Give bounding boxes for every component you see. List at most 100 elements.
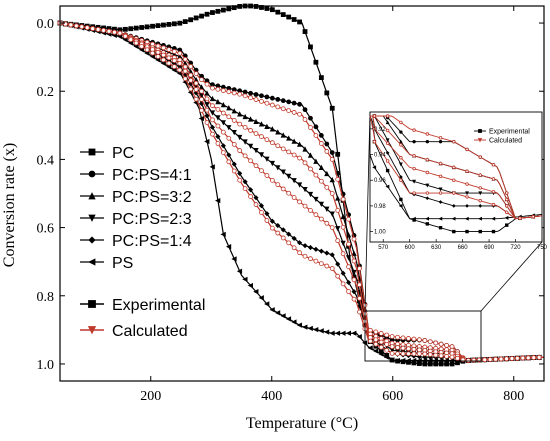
data-point — [155, 43, 161, 49]
data-point — [367, 338, 373, 344]
data-point — [285, 316, 292, 322]
data-point — [171, 58, 177, 63]
data-point — [237, 148, 243, 153]
inset-data-point — [385, 159, 390, 163]
data-point — [225, 244, 232, 250]
data-point — [231, 256, 237, 262]
data-point — [193, 87, 199, 92]
x-axis-title: Temperature (°C) — [246, 415, 358, 432]
inset-data-point — [399, 197, 403, 202]
inset-data-point — [412, 139, 416, 144]
inset-data-point — [385, 114, 390, 118]
data-point — [269, 160, 276, 167]
data-point — [275, 165, 281, 171]
inset-data-point — [478, 204, 483, 208]
data-point — [248, 194, 253, 199]
inset-data-point — [385, 184, 390, 189]
data-point — [432, 357, 439, 364]
data-point — [389, 350, 395, 356]
data-point — [302, 107, 308, 113]
data-point — [411, 351, 417, 357]
inset-data-point — [452, 229, 456, 234]
data-point — [275, 129, 281, 135]
data-point — [400, 345, 406, 351]
inset-data-point — [425, 139, 430, 144]
data-point — [313, 172, 319, 178]
x-tick-label: 800 — [503, 389, 524, 404]
inset-data-point — [438, 161, 443, 166]
data-point — [313, 326, 319, 333]
data-point — [465, 358, 471, 363]
data-point — [308, 208, 313, 213]
inset-data-point — [505, 204, 509, 208]
data-point — [220, 7, 226, 13]
data-point — [226, 135, 232, 141]
inset-data-point — [399, 156, 403, 160]
data-point — [166, 22, 172, 27]
inset-data-point — [425, 183, 430, 188]
data-point — [324, 141, 330, 147]
legend-style-marker — [87, 326, 97, 335]
data-point — [204, 96, 210, 102]
data-point — [346, 289, 351, 294]
data-point — [95, 27, 101, 32]
data-point — [291, 319, 297, 325]
data-point — [384, 341, 390, 347]
inset-series-line — [369, 115, 543, 233]
inset-data-point — [398, 203, 403, 208]
data-point — [269, 7, 275, 13]
data-point — [231, 161, 237, 167]
inset-data-point — [478, 191, 483, 196]
data-point — [275, 104, 281, 110]
data-point — [346, 241, 351, 247]
inset-data-point — [491, 190, 496, 194]
inset-series — [369, 113, 543, 234]
data-point — [237, 91, 243, 97]
data-point — [313, 212, 319, 218]
inset-data-point — [452, 178, 456, 182]
data-point — [296, 322, 302, 328]
data-point — [280, 227, 286, 233]
data-point — [493, 356, 499, 362]
data-point — [297, 111, 302, 117]
data-point — [324, 90, 330, 96]
inset-data-point — [505, 223, 509, 227]
data-point — [160, 60, 166, 66]
inset-data-point — [465, 182, 469, 186]
inset-data-point — [452, 139, 456, 144]
data-point — [411, 346, 417, 352]
data-point — [264, 173, 270, 178]
data-point — [253, 195, 259, 201]
data-point — [291, 152, 297, 158]
data-point — [182, 68, 188, 74]
data-point — [264, 211, 270, 217]
y-tick-label: 0.2 — [37, 85, 55, 100]
data-point — [127, 40, 134, 46]
data-point — [378, 331, 384, 336]
data-point — [133, 40, 139, 46]
data-point — [422, 338, 428, 343]
data-point — [269, 102, 275, 108]
data-point — [318, 261, 324, 266]
data-point — [133, 43, 139, 50]
data-point — [199, 97, 204, 102]
data-point — [204, 113, 210, 119]
inset-data-point — [478, 216, 482, 221]
inset-data-point — [491, 163, 496, 167]
data-point — [340, 251, 346, 257]
data-point — [226, 152, 232, 158]
data-point — [302, 117, 308, 122]
inset-y-axis-ticks: 0.92 0.94 0.96 0.98 1.00 — [370, 127, 386, 236]
data-point — [411, 336, 417, 342]
y-tick-label: 0.6 — [37, 222, 55, 237]
inset-data-point — [412, 179, 417, 184]
data-point — [193, 96, 199, 102]
data-point — [264, 6, 270, 11]
data-point — [318, 201, 325, 208]
inset-data-point — [438, 216, 443, 221]
data-point — [210, 117, 215, 123]
data-point — [248, 187, 254, 193]
data-point — [373, 337, 379, 343]
data-point — [340, 213, 346, 220]
data-point — [400, 351, 406, 357]
